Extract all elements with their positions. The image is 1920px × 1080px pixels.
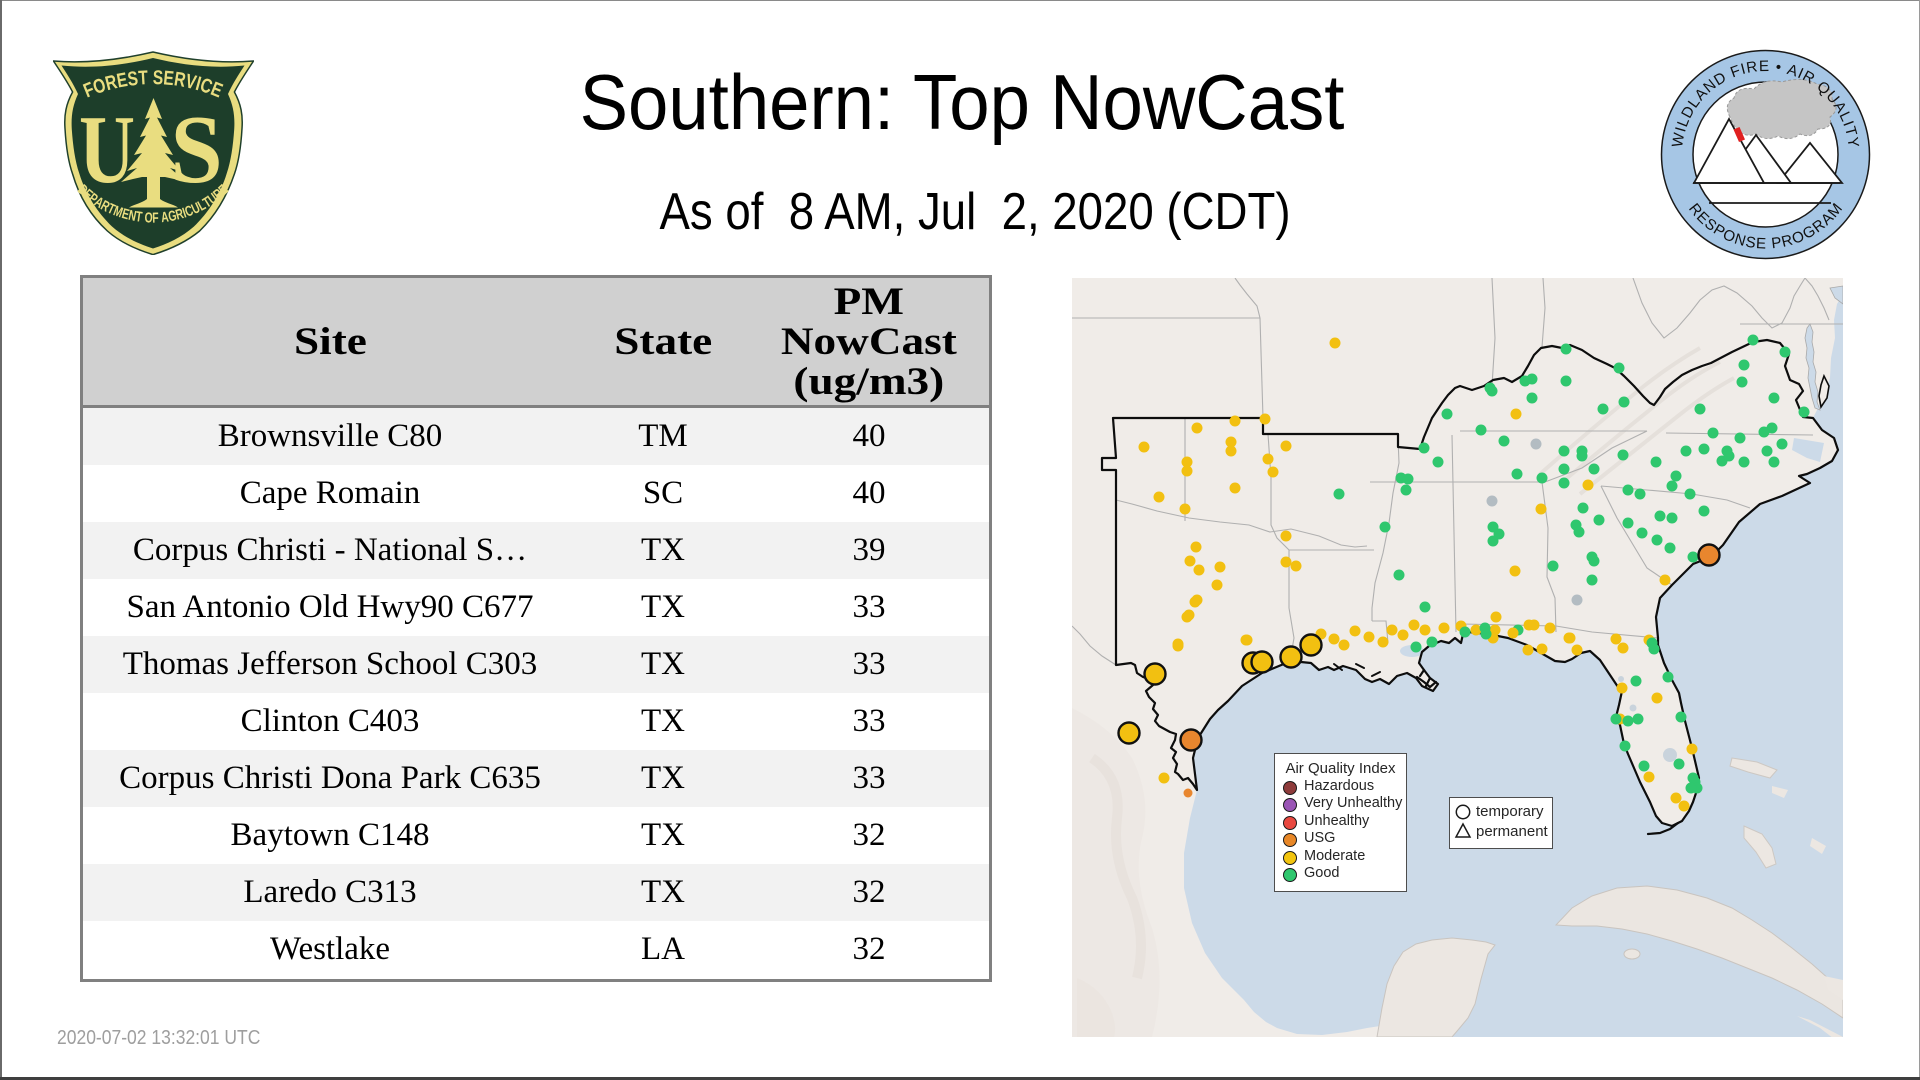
svg-text:E: E	[120, 206, 131, 223]
svg-text:I: I	[193, 72, 203, 95]
svg-text:I: I	[1839, 119, 1856, 129]
svg-text:I: I	[1672, 125, 1690, 134]
svg-text:R: R	[103, 70, 119, 94]
svg-text:U: U	[79, 96, 135, 203]
svg-text:R: R	[1780, 232, 1795, 251]
svg-text:A: A	[160, 209, 169, 226]
svg-text:R: R	[1745, 58, 1758, 76]
svg-text:T: T	[1841, 125, 1860, 138]
svg-text:E: E	[1756, 235, 1767, 252]
svg-text:I: I	[1795, 65, 1806, 82]
svg-text:Y: Y	[1844, 136, 1862, 148]
svg-text:G: G	[167, 207, 178, 224]
svg-text:W: W	[1669, 131, 1688, 149]
svg-text:E: E	[163, 66, 175, 89]
svg-text:R: R	[174, 206, 185, 223]
svg-text:E: E	[1759, 58, 1769, 75]
svg-text:I: I	[1739, 61, 1747, 79]
svg-text:S: S	[152, 66, 163, 89]
svg-text:S: S	[170, 96, 222, 204]
svg-text:N: N	[1732, 231, 1747, 250]
svg-text:N: N	[127, 207, 138, 224]
svg-text:E: E	[115, 68, 129, 92]
svg-text:S: S	[126, 67, 139, 90]
svg-text:F: F	[152, 210, 159, 226]
svg-text:T: T	[138, 66, 149, 89]
svg-text:O: O	[144, 210, 153, 226]
svg-text:T: T	[135, 209, 144, 226]
svg-text:•: •	[1774, 59, 1782, 77]
svg-text:P: P	[1770, 234, 1782, 252]
svg-text:R: R	[173, 67, 188, 91]
svg-text:S: S	[1744, 234, 1757, 252]
svg-text:I: I	[181, 205, 189, 221]
svg-text:V: V	[183, 70, 198, 94]
